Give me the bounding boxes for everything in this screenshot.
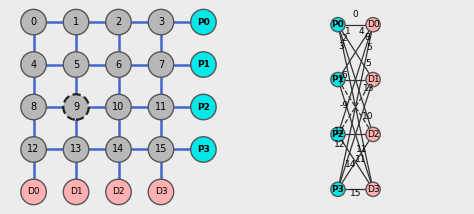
Circle shape bbox=[331, 72, 345, 87]
Text: 3: 3 bbox=[158, 17, 164, 27]
Text: 2: 2 bbox=[115, 17, 122, 27]
Text: P1: P1 bbox=[197, 60, 210, 69]
Circle shape bbox=[106, 9, 131, 35]
Text: D1: D1 bbox=[367, 75, 379, 84]
Text: P3: P3 bbox=[197, 145, 210, 154]
Text: 7: 7 bbox=[337, 77, 343, 86]
Text: P0: P0 bbox=[332, 20, 344, 29]
Circle shape bbox=[106, 179, 131, 205]
Text: P3: P3 bbox=[331, 185, 345, 194]
Text: 6: 6 bbox=[116, 59, 121, 70]
Text: 10: 10 bbox=[112, 102, 125, 112]
Text: D1: D1 bbox=[70, 187, 82, 196]
Text: 15: 15 bbox=[350, 189, 361, 198]
Circle shape bbox=[331, 127, 345, 142]
Circle shape bbox=[64, 52, 89, 77]
Text: D2: D2 bbox=[367, 130, 379, 139]
Text: P2: P2 bbox=[331, 130, 345, 139]
Circle shape bbox=[64, 137, 89, 162]
Circle shape bbox=[106, 137, 131, 162]
Circle shape bbox=[191, 52, 216, 77]
Text: D0: D0 bbox=[27, 187, 40, 196]
Text: 15: 15 bbox=[155, 144, 167, 155]
Circle shape bbox=[148, 94, 173, 120]
Circle shape bbox=[148, 137, 173, 162]
Text: 11: 11 bbox=[356, 145, 368, 154]
Text: 3: 3 bbox=[338, 42, 344, 51]
Text: 2: 2 bbox=[341, 34, 347, 43]
Text: D0: D0 bbox=[367, 20, 379, 29]
Circle shape bbox=[191, 137, 216, 162]
Circle shape bbox=[331, 18, 345, 32]
Circle shape bbox=[21, 52, 46, 77]
Circle shape bbox=[366, 182, 380, 196]
Circle shape bbox=[64, 9, 89, 35]
Circle shape bbox=[64, 179, 89, 205]
Circle shape bbox=[366, 72, 380, 87]
Text: 12: 12 bbox=[27, 144, 40, 155]
Circle shape bbox=[331, 182, 345, 196]
Text: 7: 7 bbox=[158, 59, 164, 70]
Text: 13: 13 bbox=[70, 144, 82, 155]
Text: 13: 13 bbox=[363, 84, 374, 93]
Circle shape bbox=[21, 94, 46, 120]
Circle shape bbox=[191, 94, 216, 120]
Text: 5: 5 bbox=[366, 43, 372, 52]
Text: D2: D2 bbox=[112, 187, 125, 196]
Text: -9: -9 bbox=[340, 101, 349, 110]
Text: 14: 14 bbox=[112, 144, 125, 155]
Text: 12: 12 bbox=[335, 127, 346, 136]
Circle shape bbox=[148, 179, 173, 205]
Text: 1: 1 bbox=[345, 27, 351, 36]
Circle shape bbox=[148, 52, 173, 77]
Text: 5: 5 bbox=[365, 59, 371, 68]
Text: P0: P0 bbox=[197, 18, 210, 27]
Text: P1: P1 bbox=[331, 75, 345, 84]
Circle shape bbox=[106, 94, 131, 120]
Text: 1: 1 bbox=[73, 17, 79, 27]
Text: 0: 0 bbox=[353, 10, 358, 19]
Text: 8: 8 bbox=[30, 102, 36, 112]
Circle shape bbox=[191, 9, 216, 35]
Text: D3: D3 bbox=[367, 185, 379, 194]
Text: 12: 12 bbox=[335, 140, 346, 149]
Text: D3: D3 bbox=[155, 187, 167, 196]
Text: 11: 11 bbox=[155, 102, 167, 112]
Text: 14: 14 bbox=[346, 160, 357, 169]
Text: 5: 5 bbox=[73, 59, 79, 70]
Text: 10: 10 bbox=[362, 112, 374, 121]
Circle shape bbox=[366, 127, 380, 142]
Text: 6: 6 bbox=[341, 71, 347, 80]
Circle shape bbox=[366, 18, 380, 32]
Text: 8: 8 bbox=[365, 33, 371, 42]
Text: 4: 4 bbox=[30, 59, 36, 70]
Circle shape bbox=[21, 9, 46, 35]
Text: 9: 9 bbox=[73, 102, 79, 112]
Circle shape bbox=[64, 94, 89, 120]
Text: 11: 11 bbox=[355, 155, 367, 164]
Text: 0: 0 bbox=[30, 17, 36, 27]
Text: 4: 4 bbox=[359, 27, 365, 36]
Circle shape bbox=[148, 9, 173, 35]
Circle shape bbox=[21, 137, 46, 162]
Circle shape bbox=[106, 52, 131, 77]
Circle shape bbox=[21, 179, 46, 205]
Text: P2: P2 bbox=[197, 103, 210, 111]
